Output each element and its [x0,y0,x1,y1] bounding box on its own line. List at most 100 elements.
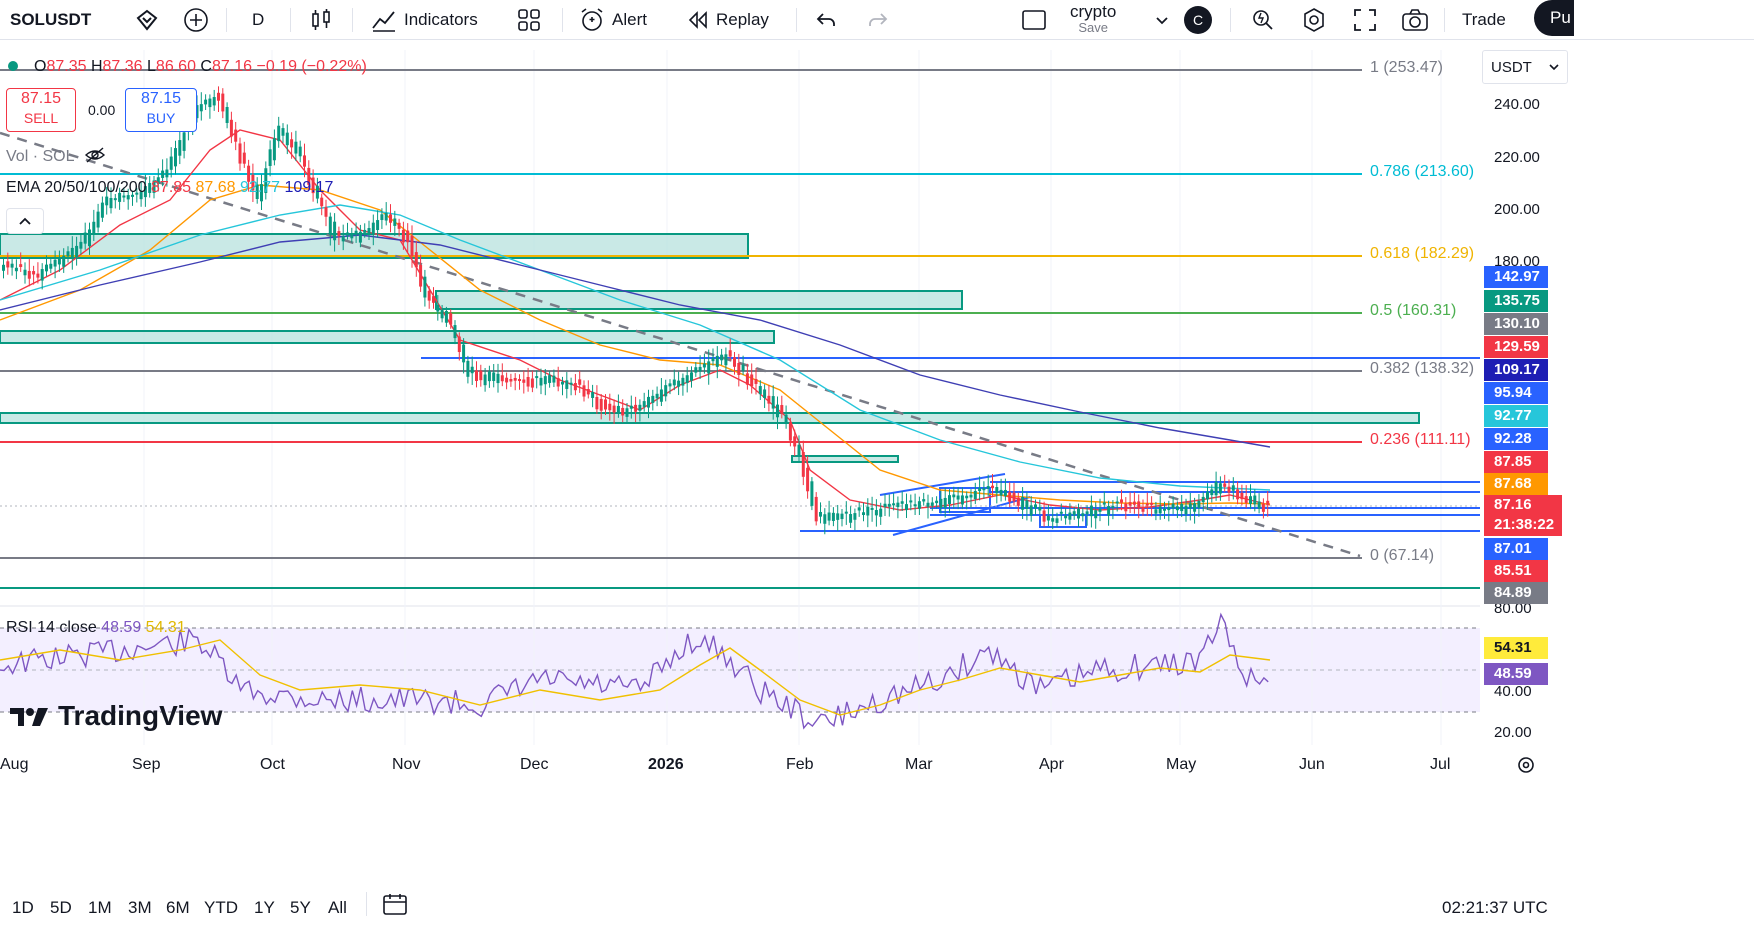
range-5d[interactable]: 5D [50,898,72,917]
layout-icon[interactable] [1020,0,1048,40]
candle [767,395,771,404]
axis-settings-icon[interactable] [1516,755,1536,780]
candle [1034,504,1037,509]
candle [143,186,147,198]
candle [1098,508,1102,512]
price-tick: 180.00 [1494,253,1540,270]
camera-icon[interactable] [1400,0,1430,40]
candle [182,132,186,151]
range-all[interactable]: All [328,898,347,917]
volume-legend[interactable]: Vol · SOL [6,146,106,166]
candle [432,296,435,303]
indicators-button[interactable]: Indicators [370,0,478,40]
templates-icon[interactable] [516,0,542,40]
candle [1064,515,1068,519]
candle [526,376,530,387]
eye-off-icon[interactable] [84,146,106,164]
candle [290,139,294,148]
alert-button[interactable]: Alert [578,0,647,40]
candle [819,511,822,517]
fib-label: 0.5 (160.31) [1370,302,1457,319]
publish-button[interactable]: Pu [1534,0,1574,36]
range-ytd[interactable]: YTD [204,898,238,917]
currency-selector[interactable]: USDT [1482,50,1568,84]
candle [573,383,577,391]
utc-clock[interactable]: 02:21:37 UTC [1442,898,1548,917]
candle [1107,506,1111,516]
publish-label: Pu [1550,8,1571,27]
candle [156,177,160,184]
candle [401,229,405,243]
range-1m[interactable]: 1M [88,898,112,917]
replay-button[interactable]: Replay [686,0,769,40]
candle [1214,481,1218,496]
candle [711,357,715,362]
candle [1253,495,1257,505]
range-1d[interactable]: 1D [12,898,34,917]
fib-retracement[interactable] [0,69,1362,559]
symbol-label: SOLUSDT [10,10,92,29]
candle [814,496,818,522]
candle [986,486,990,489]
candle [444,310,448,323]
range-3m[interactable]: 3M [128,898,152,917]
ema-legend[interactable]: EMA 20/50/100/200 87.85 87.68 92.77 109.… [6,179,333,197]
buy-button[interactable]: 87.15 BUY [125,88,197,132]
calendar-icon[interactable] [382,892,408,921]
candle [109,197,113,209]
candle [1115,501,1119,504]
candle [733,357,736,367]
candle [1158,506,1162,514]
candle [483,374,487,386]
price-tag: 87.01 [1484,538,1548,560]
candle [1180,503,1184,512]
candle [823,514,827,524]
candle [40,269,44,281]
volume-label: Vol · SOL [6,148,74,165]
chevron-down-icon[interactable] [1154,0,1170,40]
settings-icon[interactable] [1300,0,1328,40]
avatar[interactable]: C [1184,0,1212,40]
ohlc-c-label: C [200,58,212,75]
quick-search-icon[interactable] [1250,0,1276,40]
candle [724,354,728,366]
trendline[interactable] [0,131,1361,558]
range-6m[interactable]: 6M [166,898,190,917]
interval-button[interactable]: D [252,0,264,40]
candle [341,236,345,242]
compare-add-icon[interactable] [182,0,210,40]
collapse-legend-button[interactable] [6,208,44,234]
candle [681,377,685,386]
candle [1249,496,1252,504]
sell-button[interactable]: 87.15 SELL [6,88,76,132]
redo-icon[interactable] [866,0,890,40]
candle [423,276,427,298]
candle [307,167,311,185]
time-tick: Mar [905,756,933,773]
candle [350,234,354,239]
candle [866,506,870,516]
fullscreen-icon[interactable] [1352,0,1378,40]
range-1y[interactable]: 1Y [254,898,275,917]
candle [969,494,973,498]
layout-name-button[interactable]: crypto Save [1070,0,1116,40]
candles-icon[interactable] [308,0,334,40]
candle [1223,483,1227,487]
rsi-legend[interactable]: RSI 14 close 48.59 54.31 [6,619,186,637]
trade-button[interactable]: Trade [1462,0,1506,40]
symbol-search[interactable]: SOLUSDT [10,0,91,40]
supply-demand-zones[interactable] [0,233,1420,463]
blue-levels[interactable] [421,357,1480,532]
candle [457,336,461,353]
rising-channel[interactable] [879,473,1087,536]
candle [604,399,607,410]
candle [616,405,620,413]
price-chart[interactable] [0,41,1754,861]
candle [1257,501,1261,509]
symbol-settings-icon[interactable] [134,0,160,40]
range-5y[interactable]: 5Y [290,898,311,917]
candle [956,495,960,500]
fib-label: 0.236 (111.11) [1370,431,1471,448]
undo-icon[interactable] [814,0,838,40]
time-tick: Aug [0,756,29,773]
